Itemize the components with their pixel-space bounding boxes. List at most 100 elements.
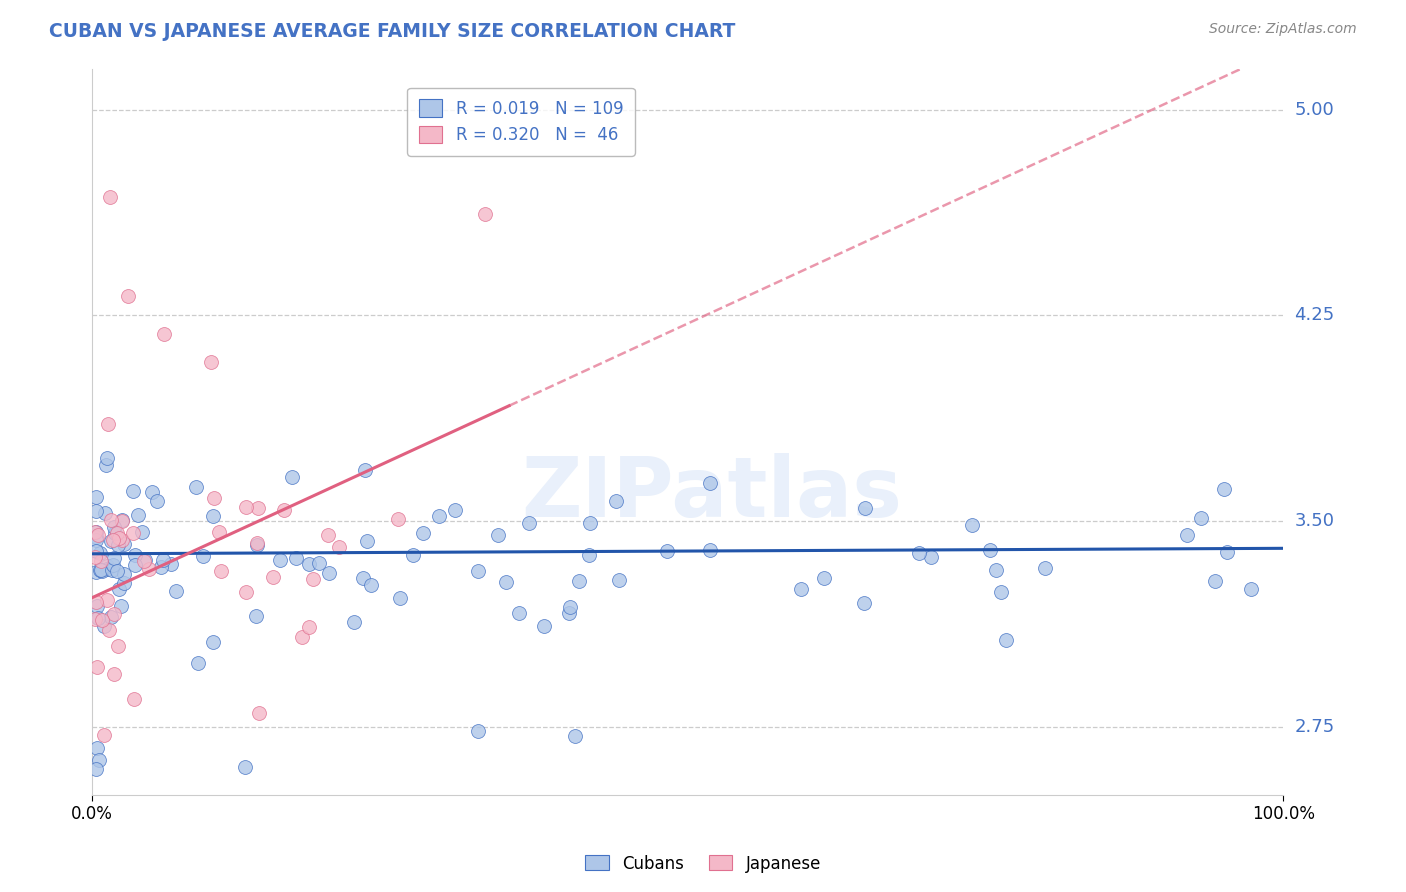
- Point: [789, 582, 811, 596]
- Point: [1215, 545, 1237, 559]
- Point: [107, 639, 129, 653]
- Point: [97, 417, 120, 431]
- Point: [285, 550, 308, 565]
- Point: [533, 619, 555, 633]
- Point: [105, 565, 128, 579]
- Point: [1189, 511, 1212, 525]
- Point: [165, 584, 187, 599]
- Point: [191, 549, 214, 563]
- Point: [979, 543, 1001, 558]
- Point: [98, 623, 121, 637]
- Point: [131, 524, 153, 539]
- Point: [84, 504, 107, 518]
- Point: [124, 549, 146, 563]
- Point: [103, 607, 125, 621]
- Point: [356, 533, 378, 548]
- Point: [578, 548, 600, 562]
- Point: [111, 513, 134, 527]
- Point: [134, 553, 156, 567]
- Point: [91, 564, 114, 578]
- Point: [328, 540, 350, 554]
- Point: [298, 620, 321, 634]
- Point: [558, 607, 581, 621]
- Point: [508, 606, 530, 620]
- Text: Source: ZipAtlas.com: Source: ZipAtlas.com: [1209, 22, 1357, 37]
- Point: [474, 207, 496, 221]
- Point: [96, 562, 118, 576]
- Point: [568, 574, 591, 588]
- Point: [83, 524, 105, 539]
- Point: [138, 562, 160, 576]
- Point: [90, 563, 112, 577]
- Point: [201, 509, 224, 524]
- Point: [87, 752, 110, 766]
- Point: [84, 544, 107, 558]
- Point: [655, 544, 678, 558]
- Point: [401, 548, 423, 562]
- Point: [467, 723, 489, 738]
- Point: [308, 556, 330, 570]
- Point: [291, 631, 314, 645]
- Point: [558, 600, 581, 615]
- Point: [208, 525, 231, 540]
- Point: [245, 609, 267, 624]
- Point: [813, 571, 835, 585]
- Point: [121, 483, 143, 498]
- Point: [100, 533, 122, 548]
- Point: [262, 570, 284, 584]
- Point: [343, 615, 366, 630]
- Point: [96, 558, 118, 573]
- Point: [90, 554, 112, 568]
- Point: [853, 596, 876, 610]
- Point: [86, 740, 108, 755]
- Point: [101, 533, 124, 547]
- Point: [246, 538, 269, 552]
- Point: [579, 516, 602, 530]
- Point: [146, 494, 169, 508]
- Point: [495, 574, 517, 589]
- Point: [699, 475, 721, 490]
- Point: [269, 552, 291, 566]
- Point: [853, 501, 876, 516]
- Point: [103, 520, 125, 534]
- Point: [122, 525, 145, 540]
- Point: [187, 656, 209, 670]
- Point: [105, 525, 128, 540]
- Point: [93, 618, 115, 632]
- Point: [141, 484, 163, 499]
- Point: [103, 550, 125, 565]
- Point: [1204, 574, 1226, 588]
- Point: [84, 530, 107, 544]
- Point: [89, 546, 111, 560]
- Point: [84, 524, 107, 539]
- Point: [235, 585, 257, 599]
- Text: ZIPatlas: ZIPatlas: [522, 453, 903, 534]
- Point: [87, 611, 110, 625]
- Point: [1177, 528, 1199, 542]
- Point: [83, 613, 105, 627]
- Point: [103, 666, 125, 681]
- Point: [101, 558, 124, 573]
- Text: 4.25: 4.25: [1295, 306, 1334, 325]
- Point: [273, 503, 295, 517]
- Point: [427, 509, 450, 524]
- Point: [107, 538, 129, 552]
- Point: [83, 549, 105, 564]
- Point: [990, 584, 1012, 599]
- Point: [160, 557, 183, 571]
- Text: 3.50: 3.50: [1295, 512, 1334, 530]
- Point: [233, 760, 256, 774]
- Point: [149, 560, 172, 574]
- Point: [246, 535, 269, 549]
- Point: [100, 563, 122, 577]
- Point: [96, 451, 118, 466]
- Point: [200, 355, 222, 369]
- Point: [110, 599, 132, 613]
- Point: [122, 692, 145, 706]
- Point: [104, 526, 127, 541]
- Point: [388, 591, 411, 606]
- Point: [247, 706, 270, 720]
- Point: [84, 762, 107, 776]
- Text: 2.75: 2.75: [1295, 717, 1334, 736]
- Point: [93, 728, 115, 742]
